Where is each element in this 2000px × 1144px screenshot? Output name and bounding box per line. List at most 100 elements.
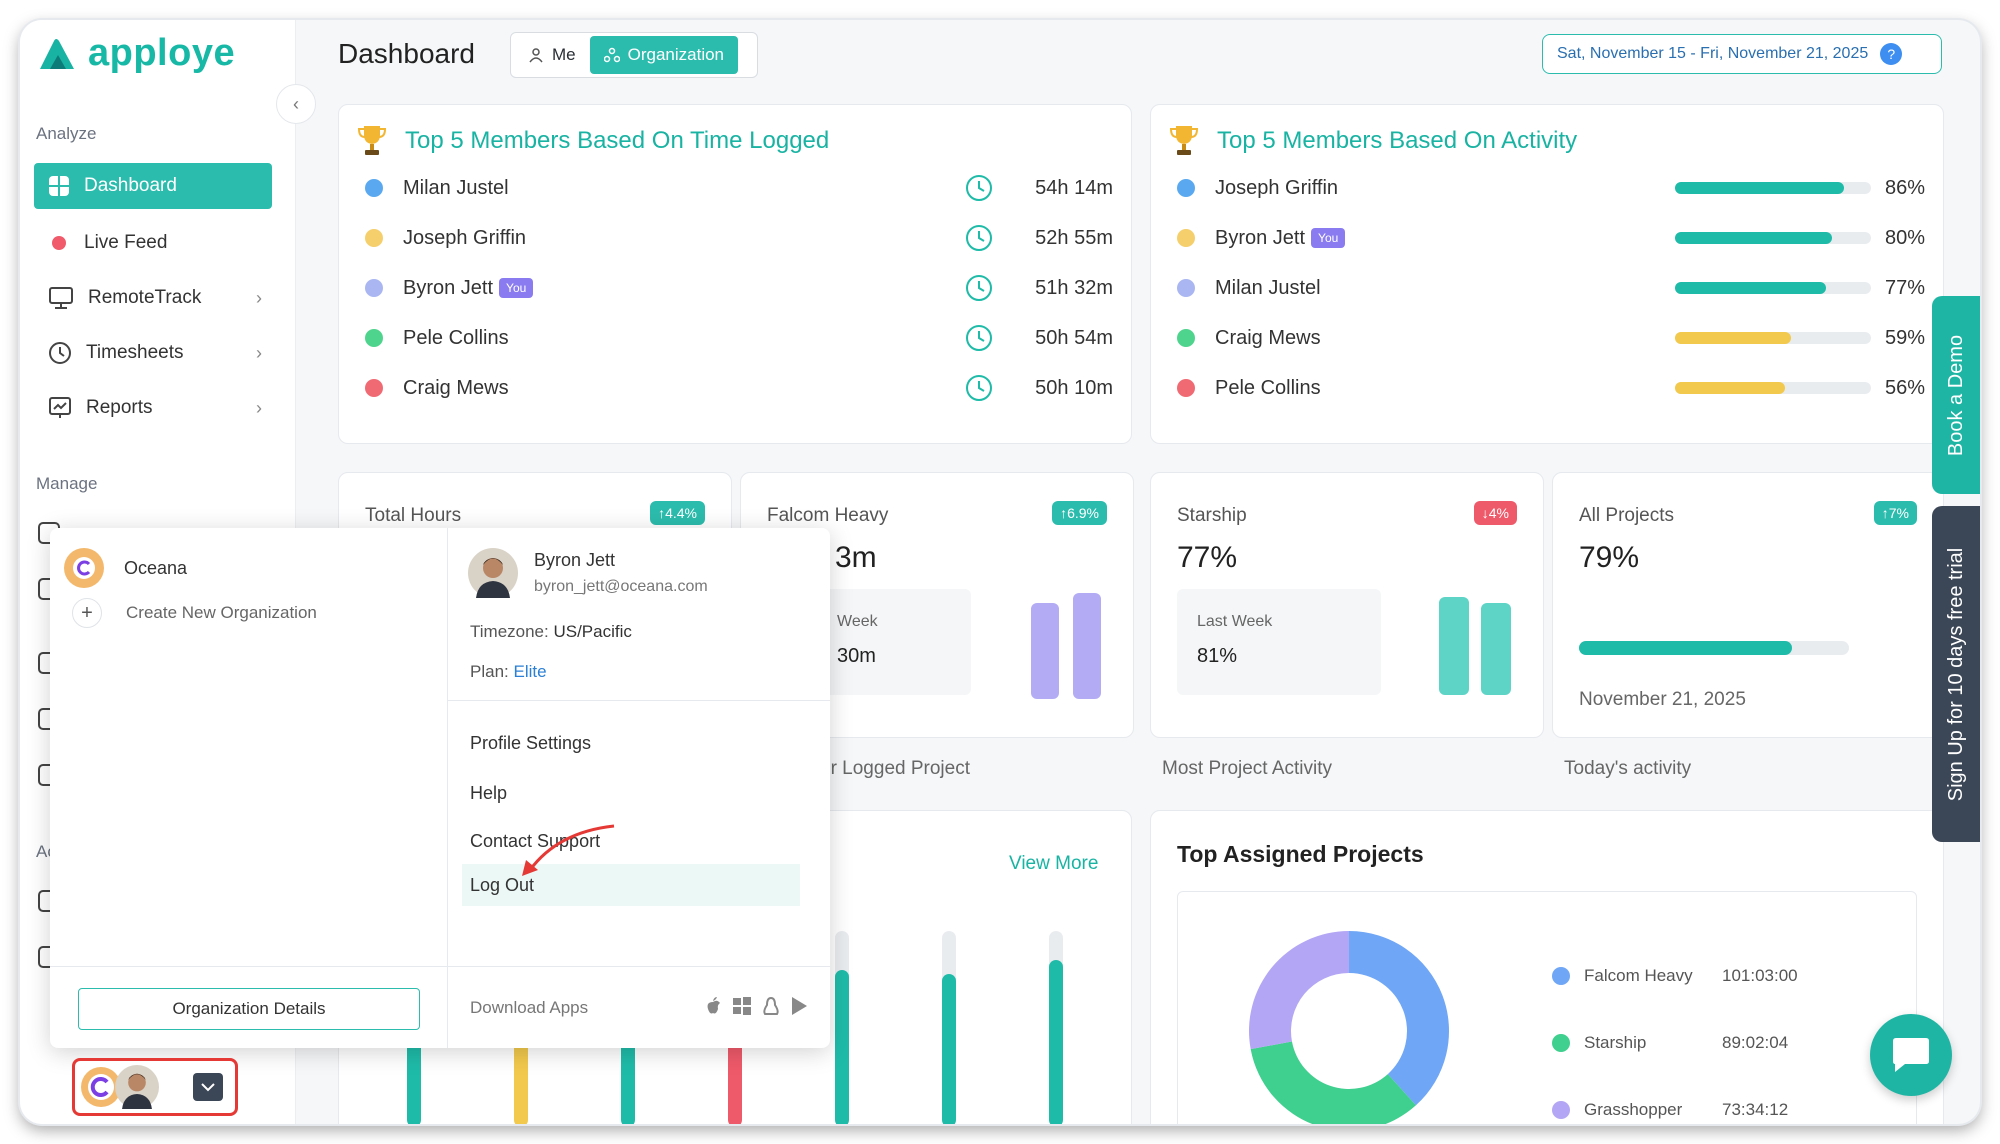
bar-this-week [1481, 603, 1511, 695]
stat-value: 79% [1579, 541, 1640, 574]
activity-percent: 56% [1884, 376, 1925, 399]
chevron-down-icon[interactable] [193, 1073, 223, 1101]
projects-donut-chart [1249, 931, 1449, 1124]
caption-all-projects: Today's activity [1564, 758, 1692, 779]
activity-bar-track [1675, 332, 1871, 344]
log-out-button[interactable]: Log Out [462, 864, 800, 906]
activity-bar-track [1675, 282, 1871, 294]
member-color-dot [365, 279, 383, 297]
divider [448, 700, 830, 701]
view-toggle: Me Organization [510, 32, 758, 78]
column-bar [1049, 960, 1063, 1124]
sidebar-item-timesheets[interactable]: Timesheets › [34, 330, 272, 376]
legend-name: Falcom Heavy [1584, 966, 1693, 985]
play-store-icon[interactable] [790, 996, 808, 1016]
timezone-label: Timezone: [470, 622, 549, 641]
donut-slice-starship[interactable] [1250, 1041, 1416, 1124]
member-color-dot [1177, 279, 1195, 297]
create-org-button[interactable]: + Create New Organization [72, 598, 317, 628]
member-color-dot [365, 229, 383, 247]
org-name: Oceana [124, 557, 188, 578]
user-panel: Byron Jett byron_jett@oceana.com Timezon… [448, 528, 830, 1048]
top-members-time-card: Top 5 Members Based On Time Logged Milan… [338, 104, 1132, 444]
clock-icon [966, 175, 992, 201]
bar-last-week [1031, 603, 1059, 699]
apploye-logo-icon [40, 38, 74, 69]
dashboard-icon [49, 176, 69, 196]
sidebar-item-label: Reports [86, 397, 153, 418]
member-time: 54h 14m [1035, 176, 1113, 199]
legend-item: Starship 89:02:04 [1552, 1033, 1788, 1053]
account-switcher[interactable] [72, 1058, 238, 1116]
comparison-bars [1031, 593, 1103, 699]
book-demo-tab[interactable]: Book a Demo [1932, 296, 1980, 494]
donut-slice-falcom-heavy[interactable] [1349, 931, 1449, 1106]
timezone-value: US/Pacific [553, 622, 632, 641]
org-item-oceana[interactable]: Oceana [64, 548, 187, 588]
activity-percent: 80% [1884, 226, 1925, 249]
org-avatar [64, 548, 104, 588]
card-title: Top 5 Members Based On Activity [1217, 127, 1578, 154]
stat-label: All Projects [1579, 505, 1675, 526]
top-members-activity-card: Top 5 Members Based On Activity Joseph G… [1150, 104, 1944, 444]
linux-icon[interactable] [762, 996, 780, 1016]
help-icon[interactable]: ? [1880, 43, 1903, 65]
bar-this-week [1073, 593, 1101, 699]
projects-chart-area [1177, 891, 1917, 1124]
member-color-dot [365, 379, 383, 397]
legend-time: 101:03:00 [1722, 966, 1798, 985]
column-bar [621, 1029, 635, 1124]
book-demo-label: Book a Demo [1945, 334, 1968, 456]
member-time: 51h 32m [1035, 276, 1113, 299]
apple-icon[interactable] [704, 996, 722, 1016]
monitor-icon [49, 287, 73, 309]
member-row: Milan Justel 54h 14m [365, 173, 1113, 203]
activity-bar-fill [1675, 332, 1791, 344]
profile-settings-link[interactable]: Profile Settings [470, 732, 592, 753]
activity-percent: 77% [1884, 276, 1925, 299]
user-icon [529, 48, 543, 63]
legend-time: 89:02:04 [1722, 1033, 1789, 1052]
timezone-row: Timezone: US/Pacific [470, 622, 632, 642]
column-track [835, 931, 849, 1124]
sidebar-item-remotetrack[interactable]: RemoteTrack › [34, 275, 272, 321]
organization-details-button[interactable]: Organization Details [78, 988, 420, 1030]
activity-bar-track [1675, 182, 1871, 194]
collapse-sidebar-button[interactable]: ‹ [276, 84, 316, 124]
date-range-picker[interactable]: Sat, November 15 - Fri, November 21, 202… [1542, 34, 1942, 74]
windows-icon[interactable] [732, 996, 752, 1016]
view-more-link[interactable]: View More [1009, 853, 1099, 874]
free-trial-label: Sign Up for 10 days free trial [1945, 547, 1968, 801]
plus-icon: + [72, 598, 102, 628]
toggle-organization[interactable]: Organization [589, 36, 739, 74]
chat-icon [1893, 1038, 1929, 1072]
user-email: byron_jett@oceana.com [534, 578, 708, 595]
app-store-icons [704, 996, 808, 1016]
progress-fill [1579, 641, 1793, 655]
comparison-value: 81% [1197, 645, 1238, 667]
legend-color-dot [1552, 1101, 1570, 1119]
column-bar [835, 970, 849, 1124]
help-link[interactable]: Help [470, 782, 508, 803]
bar-last-week [1439, 597, 1469, 695]
you-badge: You [1311, 228, 1346, 248]
sidebar-item-reports[interactable]: Reports › [34, 385, 272, 431]
member-row: Byron Jett You 51h 32m [365, 273, 1113, 303]
chat-button[interactable] [1870, 1014, 1952, 1096]
member-row: Pele Collins 56% [1177, 373, 1925, 403]
divider [50, 966, 448, 967]
comparison-label: Last Week [1197, 613, 1273, 630]
column-bar [728, 1038, 742, 1124]
toggle-me[interactable]: Me [514, 36, 590, 74]
sidebar-item-label: Live Feed [84, 232, 168, 253]
brand-logo[interactable]: apploye [36, 32, 235, 75]
donut-slice-grasshopper[interactable] [1249, 931, 1349, 1050]
free-trial-tab[interactable]: Sign Up for 10 days free trial [1932, 506, 1980, 842]
member-row: Craig Mews 59% [1177, 323, 1925, 353]
trend-badge: ↑6.9% [1052, 501, 1107, 525]
sidebar-item-live-feed[interactable]: Live Feed [34, 220, 272, 266]
caption-falcom: ur Logged Project [820, 758, 970, 779]
comparison-box: Last Week 81% [1177, 589, 1381, 695]
sidebar-item-dashboard[interactable]: Dashboard [34, 163, 272, 209]
contact-support-link[interactable]: Contact Support [470, 830, 601, 851]
